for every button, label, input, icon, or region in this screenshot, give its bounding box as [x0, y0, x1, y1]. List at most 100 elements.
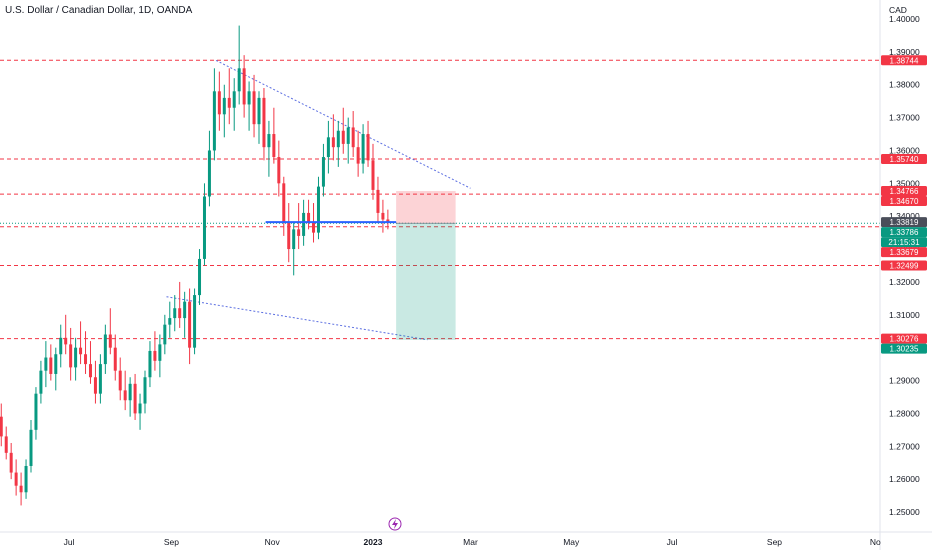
price-tag: 1.33679 — [881, 247, 927, 258]
price-tag-label: 1.38744 — [890, 56, 919, 65]
price-tag-background — [881, 333, 927, 344]
price-tag-label: 1.33679 — [890, 248, 919, 257]
lightning-icon[interactable] — [388, 517, 402, 531]
candle-body — [321, 157, 325, 187]
candle-body — [307, 212, 311, 223]
candle-body — [74, 347, 78, 368]
candle-body — [193, 295, 197, 348]
price-tag: 21:15:31 — [881, 237, 927, 248]
x-tick-label: Nov — [265, 537, 281, 547]
candle-body — [183, 301, 187, 319]
candle-body — [4, 436, 8, 453]
candle-body — [292, 229, 296, 250]
price-tag: 1.34766 — [881, 186, 927, 197]
candle-body — [336, 130, 340, 148]
candle-body — [148, 350, 152, 378]
candle-body — [9, 452, 13, 473]
candle-body — [312, 222, 316, 233]
candle-body — [54, 354, 58, 374]
candle-body — [59, 337, 63, 355]
price-tag-label: 1.34766 — [890, 187, 919, 196]
y-tick-label: 1.37000 — [889, 113, 920, 123]
price-tag-background — [881, 260, 927, 271]
price-tag: 1.38744 — [881, 55, 927, 66]
candle-body — [207, 150, 211, 197]
take-profit-zone[interactable] — [396, 223, 456, 340]
y-tick-label: 1.39000 — [889, 47, 920, 57]
price-tag-label: 1.35740 — [890, 155, 919, 164]
candle-body — [0, 416, 3, 437]
price-tag-background — [881, 217, 927, 228]
candle-body — [158, 344, 162, 361]
price-tag-label: 1.30235 — [890, 345, 919, 354]
candle-body — [386, 219, 390, 223]
price-tag-background — [881, 247, 927, 258]
candle-body — [202, 196, 206, 259]
short-position-tool — [396, 191, 456, 340]
candle-body — [232, 91, 236, 108]
candle-body — [168, 318, 172, 325]
stop-loss-zone[interactable] — [396, 191, 456, 224]
x-tick-label: Jul — [667, 537, 678, 547]
candle-body — [173, 308, 177, 319]
channel-lower-line[interactable] — [166, 296, 428, 341]
candle-body — [212, 91, 216, 151]
channel-upper-line[interactable] — [215, 59, 471, 189]
candle-body — [44, 357, 48, 371]
candle-body — [34, 393, 38, 430]
candle-body — [143, 377, 147, 404]
trend-channel — [166, 59, 471, 341]
candle-body — [331, 137, 335, 148]
candle-body — [326, 137, 330, 158]
candle-body — [222, 97, 226, 115]
candle-body — [84, 354, 88, 365]
candle-body — [341, 130, 345, 144]
price-tag: 1.34670 — [881, 196, 927, 207]
candle-body — [371, 160, 375, 190]
candle-body — [98, 364, 102, 394]
y-tick-label: 1.32000 — [889, 277, 920, 287]
x-tick-label: Mar — [463, 537, 478, 547]
y-tick-label: 1.34000 — [889, 211, 920, 221]
candle-body — [272, 134, 276, 158]
candles — [0, 25, 390, 506]
price-tag-background — [881, 154, 927, 165]
candle-body — [133, 383, 137, 414]
y-tick-label: 1.29000 — [889, 376, 920, 386]
y-tick-label: 1.27000 — [889, 441, 920, 451]
candle-body — [297, 229, 301, 236]
price-tag-label: 1.32499 — [890, 262, 919, 271]
candle-body — [346, 127, 350, 144]
y-tick-label: 1.38000 — [889, 80, 920, 90]
candle-body — [237, 68, 241, 92]
candle-body — [19, 485, 23, 493]
chart-title: U.S. Dollar / Canadian Dollar, 1D, OANDA — [5, 5, 193, 16]
price-tag: 1.30235 — [881, 343, 927, 354]
price-tag: 1.33786 — [881, 227, 927, 238]
candle-body — [79, 347, 83, 355]
candle-body — [267, 134, 271, 148]
price-tag-background — [881, 196, 927, 207]
candle-body — [277, 157, 281, 184]
y-tick-label: 1.40000 — [889, 14, 920, 24]
x-tick-label: Jul — [64, 537, 75, 547]
candle-body — [24, 465, 28, 493]
candle-body — [366, 134, 370, 161]
candle-body — [93, 377, 97, 394]
time-axis[interactable]: Jul Sep Nov 2023 Mar May Jul Sep No — [64, 537, 881, 547]
candle-body — [282, 183, 286, 223]
candle-body — [118, 370, 122, 391]
price-tag-label: 1.33786 — [890, 228, 919, 237]
candle-body — [123, 390, 127, 401]
candle-body — [252, 91, 256, 125]
price-tag: 1.30276 — [881, 333, 927, 344]
candle-body — [262, 97, 266, 148]
candle-body — [247, 91, 251, 105]
candle-body — [227, 97, 231, 108]
price-axis[interactable]: 1.40000 1.39000 1.38000 1.37000 1.36000 1.350… — [889, 14, 920, 517]
x-tick-label: No — [870, 537, 881, 547]
price-tag-background — [881, 343, 927, 354]
price-tag-label: 1.33819 — [890, 218, 919, 227]
